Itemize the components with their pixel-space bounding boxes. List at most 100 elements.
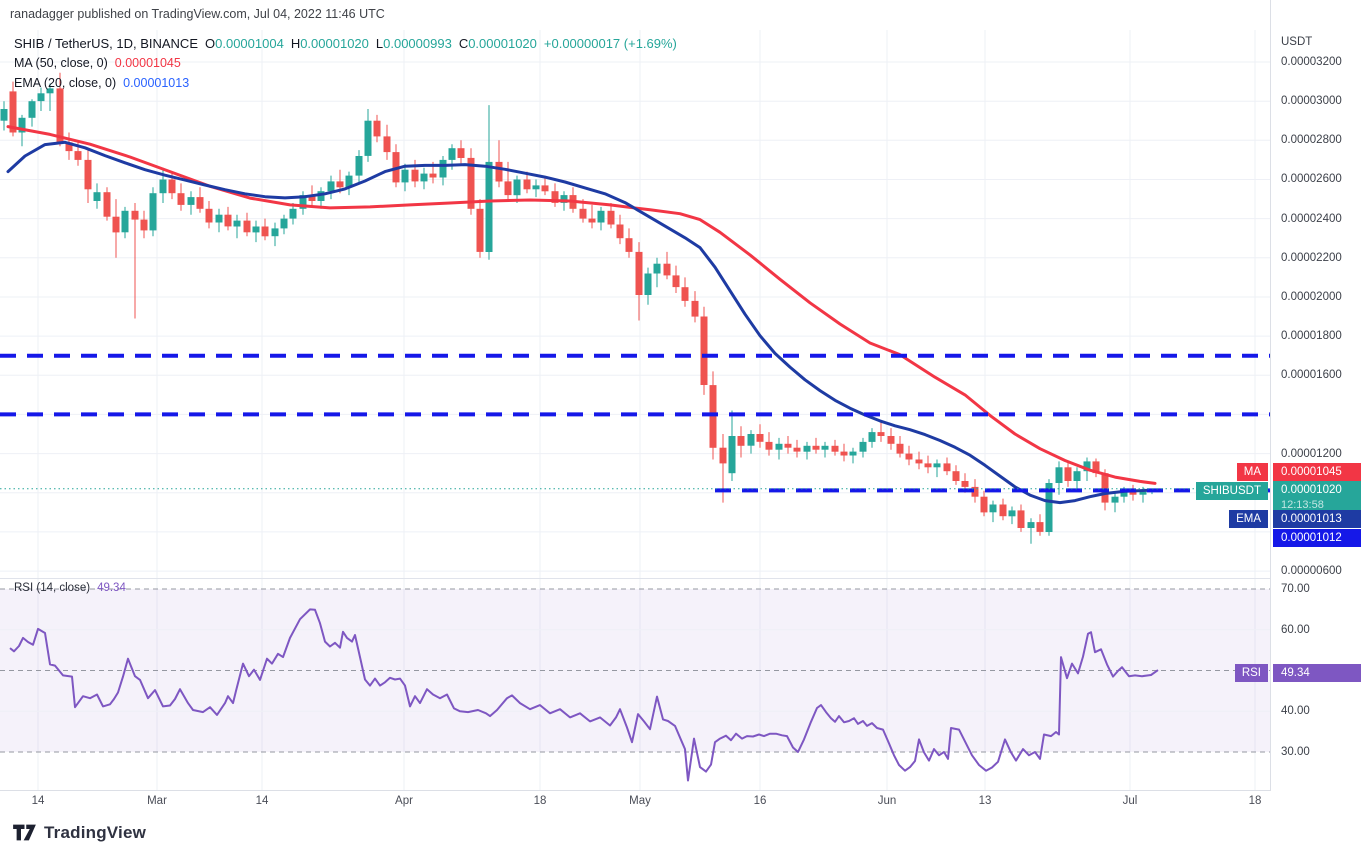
candle bbox=[821, 441, 829, 458]
candle bbox=[65, 132, 73, 160]
candle bbox=[1008, 506, 1016, 525]
candle bbox=[943, 457, 951, 476]
price-axis-unit: USDT bbox=[1281, 36, 1313, 48]
candle bbox=[1073, 467, 1081, 489]
candle bbox=[476, 199, 484, 258]
tradingview-logo-text: TradingView bbox=[44, 822, 147, 842]
candle bbox=[775, 437, 783, 460]
price-axis-tick: 0.00002400 bbox=[1281, 213, 1342, 225]
candle bbox=[728, 410, 736, 481]
time-axis-tick: 18 bbox=[533, 795, 547, 807]
candle bbox=[1017, 504, 1025, 532]
candle bbox=[411, 159, 419, 188]
candle bbox=[700, 306, 708, 395]
candle bbox=[392, 144, 400, 188]
candle bbox=[317, 187, 325, 209]
time-axis-tick: Mar bbox=[147, 795, 167, 807]
rsi-axis-tick: 40.00 bbox=[1281, 705, 1310, 717]
candle bbox=[121, 206, 129, 239]
candle bbox=[243, 212, 251, 237]
candle bbox=[803, 441, 811, 460]
price-axis-tick: 0.00002000 bbox=[1281, 291, 1342, 303]
price-value-badge: 0.00001020 12:13:58 bbox=[1273, 481, 1361, 515]
candle bbox=[691, 291, 699, 323]
candle bbox=[187, 191, 195, 215]
legend-ma-row: MA (50, close, 0) 0.00001045 bbox=[14, 53, 677, 73]
tradingview-logo-icon bbox=[13, 824, 36, 841]
candle bbox=[37, 87, 45, 111]
candle bbox=[653, 257, 661, 288]
candle bbox=[495, 140, 503, 188]
rsi-indicator-value: 49.34 bbox=[97, 582, 126, 594]
symbol-title[interactable]: SHIB / TetherUS, 1D, BINANCE bbox=[14, 35, 198, 51]
candle bbox=[112, 199, 120, 258]
candle bbox=[588, 204, 596, 229]
level-value-badge: 0.00001012 bbox=[1273, 529, 1361, 547]
price-axis-tick: 0.00000600 bbox=[1281, 565, 1342, 577]
price-axis-tick: 0.00001200 bbox=[1281, 448, 1342, 460]
time-axis-tick: Jun bbox=[877, 795, 897, 807]
candle bbox=[28, 99, 36, 127]
candle bbox=[933, 459, 941, 478]
candle bbox=[831, 439, 839, 456]
candle bbox=[1036, 514, 1044, 536]
rsi-axis-tick: 60.00 bbox=[1281, 624, 1310, 636]
tradingview-logo[interactable]: TradingView bbox=[12, 822, 146, 843]
price-axis-tick: 0.00002800 bbox=[1281, 134, 1342, 146]
candle bbox=[280, 214, 288, 235]
price-axis-tick: 0.00003000 bbox=[1281, 95, 1342, 107]
price-axis-tick: 0.00001600 bbox=[1281, 369, 1342, 381]
candle bbox=[551, 183, 559, 207]
candle bbox=[607, 203, 615, 229]
candle bbox=[355, 150, 363, 184]
candle bbox=[345, 171, 353, 196]
candle bbox=[532, 179, 540, 198]
time-axis-tick: May bbox=[629, 795, 651, 807]
candle bbox=[523, 171, 531, 194]
candle bbox=[784, 436, 792, 454]
candle bbox=[765, 432, 773, 456]
time-axis-tick: 18 bbox=[1248, 795, 1262, 807]
candle bbox=[989, 500, 997, 523]
candle bbox=[93, 183, 101, 209]
candle bbox=[420, 167, 428, 190]
candle bbox=[439, 156, 447, 186]
candle bbox=[1129, 484, 1137, 501]
candle bbox=[1092, 458, 1100, 478]
symbol-tag: SHIBUSDT bbox=[1195, 482, 1268, 500]
legend-ema-row: EMA (20, close, 0) 0.00001013 bbox=[14, 73, 677, 93]
candle bbox=[663, 251, 671, 280]
ohlc-change: +0.00000017 (+1.69%) bbox=[543, 35, 677, 51]
pane-separator[interactable] bbox=[0, 578, 1362, 579]
candle bbox=[177, 183, 185, 211]
candle bbox=[252, 220, 260, 243]
candle bbox=[812, 437, 820, 454]
price-axis[interactable]: USDT 0.00003200 0.00003000 0.00002800 0.000… bbox=[1270, 0, 1362, 812]
rsi-axis-tick: 30.00 bbox=[1281, 746, 1310, 758]
ema-indicator-label[interactable]: EMA (20, close, 0) bbox=[14, 76, 117, 90]
price-axis-tick: 0.00002200 bbox=[1281, 252, 1342, 264]
rsi-line bbox=[9, 608, 1159, 782]
rsi-axis-tick: 70.00 bbox=[1281, 583, 1310, 595]
rsi-legend: RSI (14, close) 49.34 bbox=[14, 582, 126, 594]
candle bbox=[971, 479, 979, 503]
candle bbox=[1111, 492, 1119, 513]
candle bbox=[224, 206, 232, 231]
candle bbox=[625, 228, 633, 258]
candle bbox=[672, 265, 680, 293]
ma-indicator-value: 0.00001045 bbox=[114, 56, 181, 70]
rsi-indicator-label[interactable]: RSI (14, close) bbox=[14, 582, 91, 594]
ema-value-badge: 0.00001013 bbox=[1273, 510, 1361, 528]
ma-indicator-label[interactable]: MA (50, close, 0) bbox=[14, 56, 108, 70]
candle bbox=[140, 210, 148, 239]
candle bbox=[999, 498, 1007, 521]
ema20-line bbox=[6, 140, 1152, 505]
ema-tag: EMA bbox=[1229, 510, 1268, 528]
price-axis-tick: 0.00002600 bbox=[1281, 173, 1342, 185]
time-axis[interactable]: 14 Mar 14 Apr 18 May 16 Jun 13 Jul 18 bbox=[0, 791, 1362, 813]
candle bbox=[56, 72, 64, 147]
ohlc-high: H0.00001020 bbox=[290, 35, 369, 51]
chart-plot-area[interactable] bbox=[0, 0, 1270, 812]
time-axis-tick: 13 bbox=[978, 795, 992, 807]
